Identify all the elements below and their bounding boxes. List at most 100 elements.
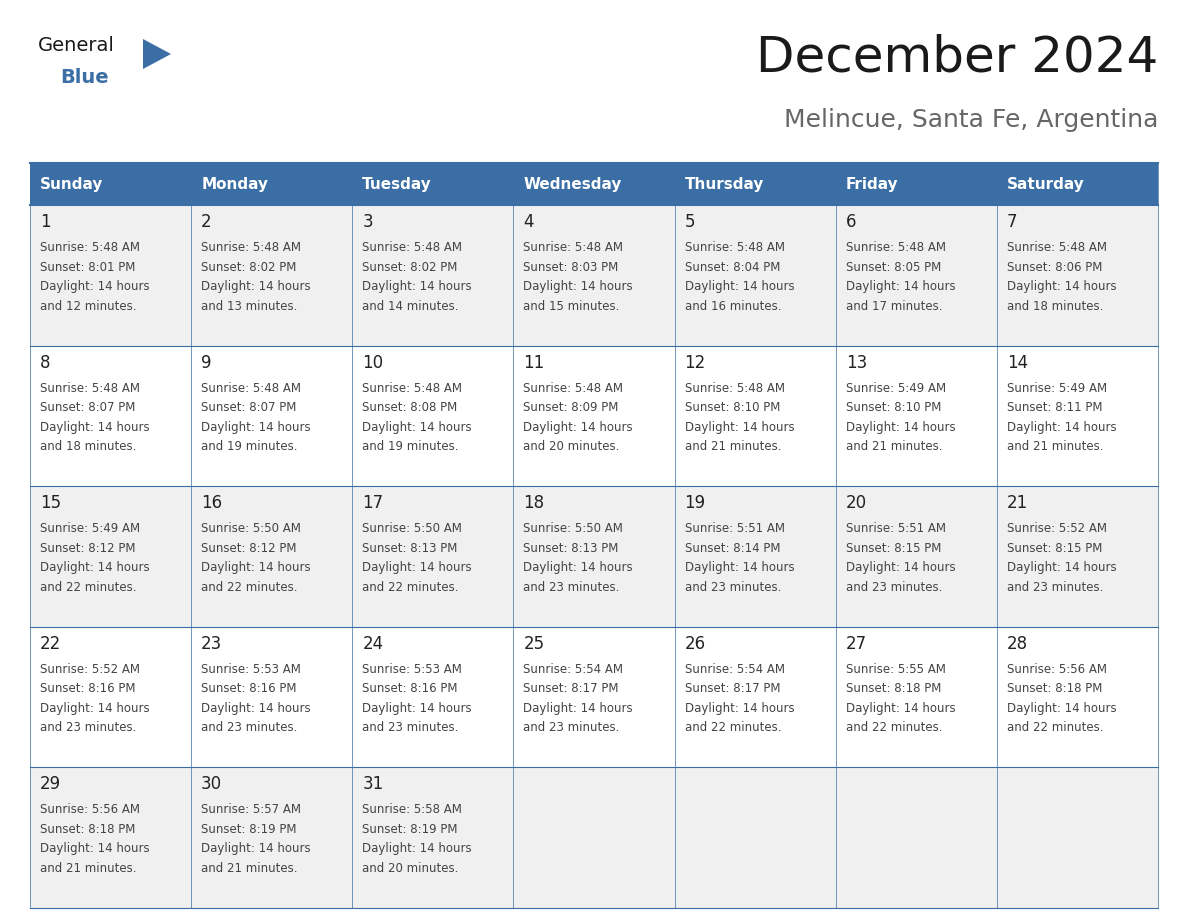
- Text: Daylight: 14 hours: Daylight: 14 hours: [684, 280, 795, 293]
- Text: Tuesday: Tuesday: [362, 176, 432, 192]
- Text: 22: 22: [40, 635, 62, 653]
- Text: Sunrise: 5:54 AM: Sunrise: 5:54 AM: [684, 663, 784, 676]
- Text: Sunset: 8:19 PM: Sunset: 8:19 PM: [362, 823, 457, 836]
- Text: Daylight: 14 hours: Daylight: 14 hours: [684, 561, 795, 574]
- Text: and 21 minutes.: and 21 minutes.: [1007, 440, 1104, 453]
- Text: Daylight: 14 hours: Daylight: 14 hours: [1007, 701, 1117, 715]
- Text: Daylight: 14 hours: Daylight: 14 hours: [201, 280, 311, 293]
- Bar: [513, 205, 675, 345]
- Text: 16: 16: [201, 494, 222, 512]
- Text: Sunset: 8:15 PM: Sunset: 8:15 PM: [1007, 542, 1102, 554]
- Text: and 15 minutes.: and 15 minutes.: [524, 299, 620, 312]
- Bar: [997, 487, 1158, 627]
- Text: Sunset: 8:18 PM: Sunset: 8:18 PM: [1007, 682, 1102, 695]
- Bar: [30, 345, 191, 487]
- Text: 18: 18: [524, 494, 544, 512]
- Bar: [30, 205, 191, 345]
- Text: Sunset: 8:13 PM: Sunset: 8:13 PM: [362, 542, 457, 554]
- Text: December 2024: December 2024: [756, 33, 1158, 81]
- Bar: [513, 345, 675, 487]
- Text: Sunrise: 5:55 AM: Sunrise: 5:55 AM: [846, 663, 946, 676]
- Text: Daylight: 14 hours: Daylight: 14 hours: [362, 843, 472, 856]
- Text: 31: 31: [362, 776, 384, 793]
- Text: 13: 13: [846, 353, 867, 372]
- Text: Sunset: 8:14 PM: Sunset: 8:14 PM: [684, 542, 781, 554]
- Text: Daylight: 14 hours: Daylight: 14 hours: [362, 561, 472, 574]
- Text: Sunrise: 5:48 AM: Sunrise: 5:48 AM: [846, 241, 946, 254]
- Text: Sunset: 8:17 PM: Sunset: 8:17 PM: [524, 682, 619, 695]
- Text: Wednesday: Wednesday: [524, 176, 621, 192]
- Text: Sunrise: 5:50 AM: Sunrise: 5:50 AM: [201, 522, 301, 535]
- Bar: [997, 163, 1158, 205]
- Text: 20: 20: [846, 494, 867, 512]
- Text: and 18 minutes.: and 18 minutes.: [1007, 299, 1104, 312]
- Text: Melincue, Santa Fe, Argentina: Melincue, Santa Fe, Argentina: [784, 108, 1158, 132]
- Text: and 16 minutes.: and 16 minutes.: [684, 299, 781, 312]
- Bar: [30, 487, 191, 627]
- Bar: [835, 205, 997, 345]
- Text: Daylight: 14 hours: Daylight: 14 hours: [362, 420, 472, 433]
- Text: and 23 minutes.: and 23 minutes.: [362, 722, 459, 734]
- Text: Sunset: 8:15 PM: Sunset: 8:15 PM: [846, 542, 941, 554]
- Text: and 21 minutes.: and 21 minutes.: [684, 440, 781, 453]
- Text: and 22 minutes.: and 22 minutes.: [684, 722, 781, 734]
- Text: Sunset: 8:17 PM: Sunset: 8:17 PM: [684, 682, 781, 695]
- Text: Sunset: 8:05 PM: Sunset: 8:05 PM: [846, 261, 941, 274]
- Text: Sunrise: 5:57 AM: Sunrise: 5:57 AM: [201, 803, 301, 816]
- Text: 1: 1: [40, 213, 51, 231]
- Text: Sunrise: 5:49 AM: Sunrise: 5:49 AM: [1007, 382, 1107, 395]
- Text: Sunset: 8:08 PM: Sunset: 8:08 PM: [362, 401, 457, 414]
- Text: Sunrise: 5:48 AM: Sunrise: 5:48 AM: [40, 241, 140, 254]
- Polygon shape: [143, 39, 171, 69]
- Bar: [835, 767, 997, 908]
- Text: Sunrise: 5:56 AM: Sunrise: 5:56 AM: [1007, 663, 1107, 676]
- Text: 26: 26: [684, 635, 706, 653]
- Text: 11: 11: [524, 353, 544, 372]
- Text: Daylight: 14 hours: Daylight: 14 hours: [1007, 561, 1117, 574]
- Text: 27: 27: [846, 635, 867, 653]
- Text: Daylight: 14 hours: Daylight: 14 hours: [846, 561, 955, 574]
- Text: Sunrise: 5:48 AM: Sunrise: 5:48 AM: [1007, 241, 1107, 254]
- Text: 8: 8: [40, 353, 51, 372]
- Text: Sunrise: 5:58 AM: Sunrise: 5:58 AM: [362, 803, 462, 816]
- Text: Sunrise: 5:53 AM: Sunrise: 5:53 AM: [201, 663, 301, 676]
- Text: and 22 minutes.: and 22 minutes.: [40, 581, 137, 594]
- Text: 21: 21: [1007, 494, 1028, 512]
- Text: Sunrise: 5:48 AM: Sunrise: 5:48 AM: [40, 382, 140, 395]
- Text: Sunrise: 5:50 AM: Sunrise: 5:50 AM: [524, 522, 624, 535]
- Text: 3: 3: [362, 213, 373, 231]
- Text: and 13 minutes.: and 13 minutes.: [201, 299, 297, 312]
- Text: 28: 28: [1007, 635, 1028, 653]
- Text: 9: 9: [201, 353, 211, 372]
- Text: 10: 10: [362, 353, 384, 372]
- Text: Sunset: 8:16 PM: Sunset: 8:16 PM: [201, 682, 297, 695]
- Text: and 12 minutes.: and 12 minutes.: [40, 299, 137, 312]
- Text: and 23 minutes.: and 23 minutes.: [684, 581, 781, 594]
- Text: Sunrise: 5:48 AM: Sunrise: 5:48 AM: [524, 241, 624, 254]
- Text: Sunset: 8:02 PM: Sunset: 8:02 PM: [201, 261, 297, 274]
- Bar: [30, 163, 191, 205]
- Text: 12: 12: [684, 353, 706, 372]
- Text: Sunrise: 5:48 AM: Sunrise: 5:48 AM: [524, 382, 624, 395]
- Bar: [675, 205, 835, 345]
- Text: and 20 minutes.: and 20 minutes.: [524, 440, 620, 453]
- Text: Daylight: 14 hours: Daylight: 14 hours: [201, 420, 311, 433]
- Bar: [675, 767, 835, 908]
- Bar: [353, 487, 513, 627]
- Text: Daylight: 14 hours: Daylight: 14 hours: [846, 701, 955, 715]
- Text: and 14 minutes.: and 14 minutes.: [362, 299, 459, 312]
- Text: and 23 minutes.: and 23 minutes.: [1007, 581, 1104, 594]
- Bar: [353, 205, 513, 345]
- Text: Sunset: 8:16 PM: Sunset: 8:16 PM: [40, 682, 135, 695]
- Text: Sunset: 8:10 PM: Sunset: 8:10 PM: [684, 401, 781, 414]
- Text: Daylight: 14 hours: Daylight: 14 hours: [201, 843, 311, 856]
- Bar: [191, 205, 353, 345]
- Text: Sunset: 8:19 PM: Sunset: 8:19 PM: [201, 823, 297, 836]
- Text: Sunset: 8:10 PM: Sunset: 8:10 PM: [846, 401, 941, 414]
- Text: Sunday: Sunday: [40, 176, 103, 192]
- Text: Sunrise: 5:51 AM: Sunrise: 5:51 AM: [684, 522, 784, 535]
- Text: Sunrise: 5:49 AM: Sunrise: 5:49 AM: [40, 522, 140, 535]
- Text: Daylight: 14 hours: Daylight: 14 hours: [40, 843, 150, 856]
- Text: Saturday: Saturday: [1007, 176, 1085, 192]
- Text: and 22 minutes.: and 22 minutes.: [846, 722, 942, 734]
